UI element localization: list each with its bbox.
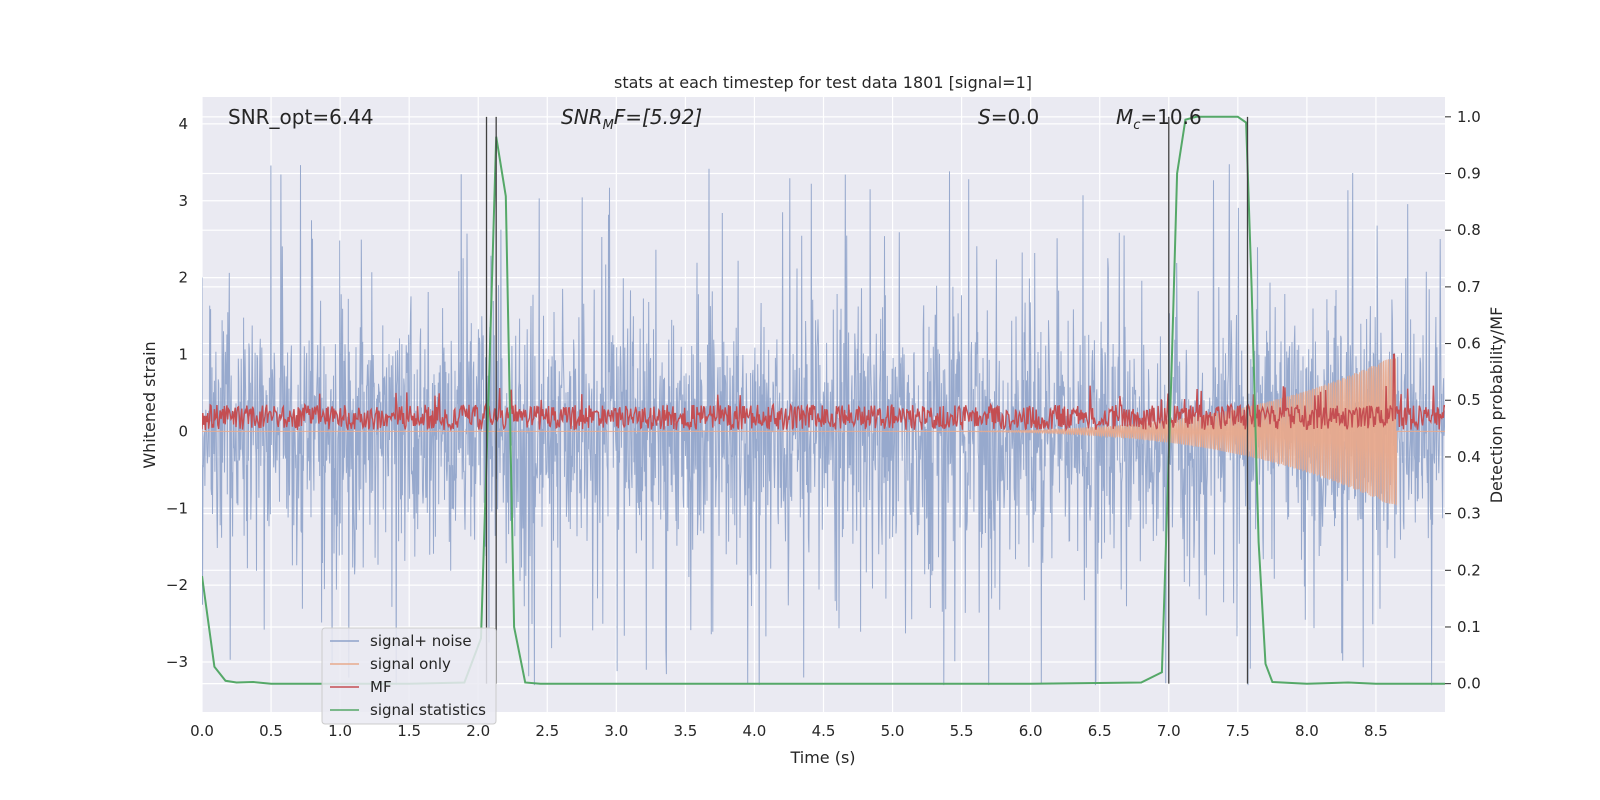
y-left-tick-label-0: −3 xyxy=(166,653,188,671)
y-right-tick-label-6: 0.6 xyxy=(1457,335,1481,353)
y-right-tick-label-2: 0.2 xyxy=(1457,561,1481,579)
y-left-tick-label-3: 0 xyxy=(178,422,188,440)
y-right-tick-label-0: 0.0 xyxy=(1457,675,1481,693)
legend-label-signal-statistics: signal statistics xyxy=(370,701,486,719)
x-tick-label-4: 2.0 xyxy=(466,722,490,740)
mc-annotation: Mc=10.6 xyxy=(1116,105,1202,133)
x-tick-label-7: 3.5 xyxy=(673,722,697,740)
x-tick-label-5: 2.5 xyxy=(535,722,559,740)
s-annotation: S=0.0 xyxy=(978,105,1039,129)
x-tick-label-11: 5.5 xyxy=(950,722,974,740)
y-right-tick-label-10: 1.0 xyxy=(1457,108,1481,126)
x-tick-label-3: 1.5 xyxy=(397,722,421,740)
y-left-tick-label-1: −2 xyxy=(166,576,188,594)
legend: signal+ noise signal only MF signal stat… xyxy=(321,627,497,725)
chart-title: stats at each timestep for test data 180… xyxy=(614,73,1032,92)
x-tick-label-1: 0.5 xyxy=(259,722,283,740)
x-axis-label: Time (s) xyxy=(789,748,855,767)
x-tick-label-6: 3.0 xyxy=(604,722,628,740)
y-right-tick-label-9: 0.9 xyxy=(1457,165,1481,183)
y-left-tick-label-4: 1 xyxy=(178,346,188,364)
y-right-tick-label-8: 0.8 xyxy=(1457,221,1481,239)
x-tick-label-10: 5.0 xyxy=(881,722,905,740)
snr-opt-annotation: SNR_opt=6.44 xyxy=(228,105,374,129)
x-tick-label-13: 6.5 xyxy=(1088,722,1112,740)
x-tick-label-16: 8.0 xyxy=(1295,722,1319,740)
legend-box xyxy=(321,627,497,725)
x-tick-label-12: 6.0 xyxy=(1019,722,1043,740)
y-right-axis-label: Detection probability/MF xyxy=(1487,307,1506,504)
x-tick-label-9: 4.5 xyxy=(812,722,836,740)
legend-label-signal-only: signal only xyxy=(370,655,451,673)
y-left-tick-label-2: −1 xyxy=(166,499,188,517)
x-tick-label-8: 4.0 xyxy=(743,722,767,740)
y-right-tick-label-1: 0.1 xyxy=(1457,618,1481,636)
y-right-tick-labels: 0.0 0.1 0.2 0.3 0.4 0.5 0.6 0.7 0.8 0.9 1.0 xyxy=(1445,108,1481,693)
x-tick-label-17: 8.5 xyxy=(1364,722,1388,740)
x-tick-label-14: 7.0 xyxy=(1157,722,1181,740)
y-left-tick-labels: −3 −2 −1 0 1 2 3 4 xyxy=(166,115,188,671)
y-right-tick-label-4: 0.4 xyxy=(1457,448,1481,466)
x-tick-label-2: 1.0 xyxy=(328,722,352,740)
snr-mf-annotation: SNRMF=[5.92] xyxy=(561,105,702,133)
legend-label-mf: MF xyxy=(370,678,392,696)
y-left-axis-label: Whitened strain xyxy=(140,341,159,468)
x-tick-labels: 0.0 0.5 1.0 1.5 2.0 2.5 3.0 3.5 4.0 4.5 5.0 5.5 6.0 6… xyxy=(190,722,1388,740)
series-mf xyxy=(202,353,1445,432)
y-left-tick-label-5: 2 xyxy=(178,269,188,287)
y-left-tick-label-6: 3 xyxy=(178,192,188,210)
y-left-tick-label-7: 4 xyxy=(178,115,188,133)
y-right-tick-label-3: 0.3 xyxy=(1457,505,1481,523)
y-right-tick-label-5: 0.5 xyxy=(1457,391,1481,409)
x-tick-label-15: 7.5 xyxy=(1226,722,1250,740)
y-right-tick-label-7: 0.7 xyxy=(1457,278,1481,296)
legend-label-signal-noise: signal+ noise xyxy=(370,632,472,650)
vertical-markers xyxy=(485,116,1249,684)
x-tick-label-0: 0.0 xyxy=(190,722,214,740)
